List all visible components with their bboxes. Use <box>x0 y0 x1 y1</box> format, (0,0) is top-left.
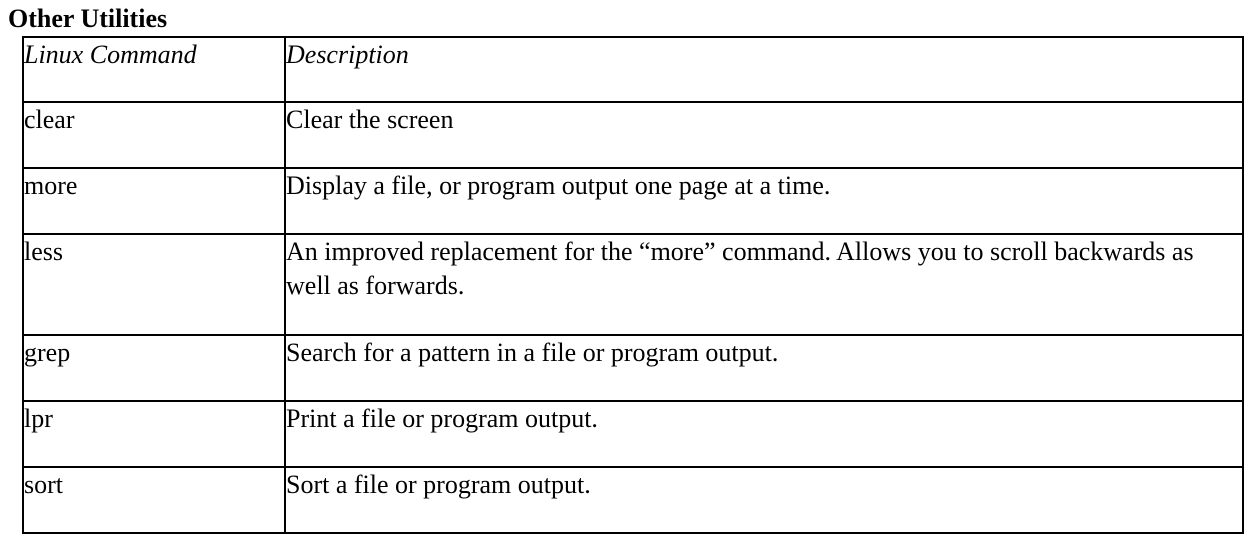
header-linux-command: Linux Command <box>22 36 286 103</box>
table-row: clear Clear the screen <box>22 101 1244 169</box>
table-row: sort Sort a file or program output. <box>22 466 1244 534</box>
command-cell: more <box>22 167 286 235</box>
command-cell: sort <box>22 466 286 534</box>
commands-table: Linux Command Description clear Clear th… <box>22 36 1244 534</box>
command-cell: lpr <box>22 400 286 468</box>
table-row: more Display a file, or program output o… <box>22 167 1244 235</box>
description-cell: Print a file or program output. <box>284 400 1244 468</box>
table-row: less An improved replacement for the “mo… <box>22 233 1244 336</box>
header-description: Description <box>284 36 1244 103</box>
section-title: Other Utilities <box>8 4 168 33</box>
command-cell: less <box>22 233 286 336</box>
description-cell: Sort a file or program output. <box>284 466 1244 534</box>
table-row: lpr Print a file or program output. <box>22 400 1244 468</box>
table-header-row: Linux Command Description <box>22 36 1244 103</box>
command-cell: clear <box>22 101 286 169</box>
description-cell: Display a file, or program output one pa… <box>284 167 1244 235</box>
table-row: grep Search for a pattern in a file or p… <box>22 334 1244 402</box>
command-cell: grep <box>22 334 286 402</box>
description-cell: Search for a pattern in a file or progra… <box>284 334 1244 402</box>
description-cell: Clear the screen <box>284 101 1244 169</box>
description-cell: An improved replacement for the “more” c… <box>284 233 1244 336</box>
